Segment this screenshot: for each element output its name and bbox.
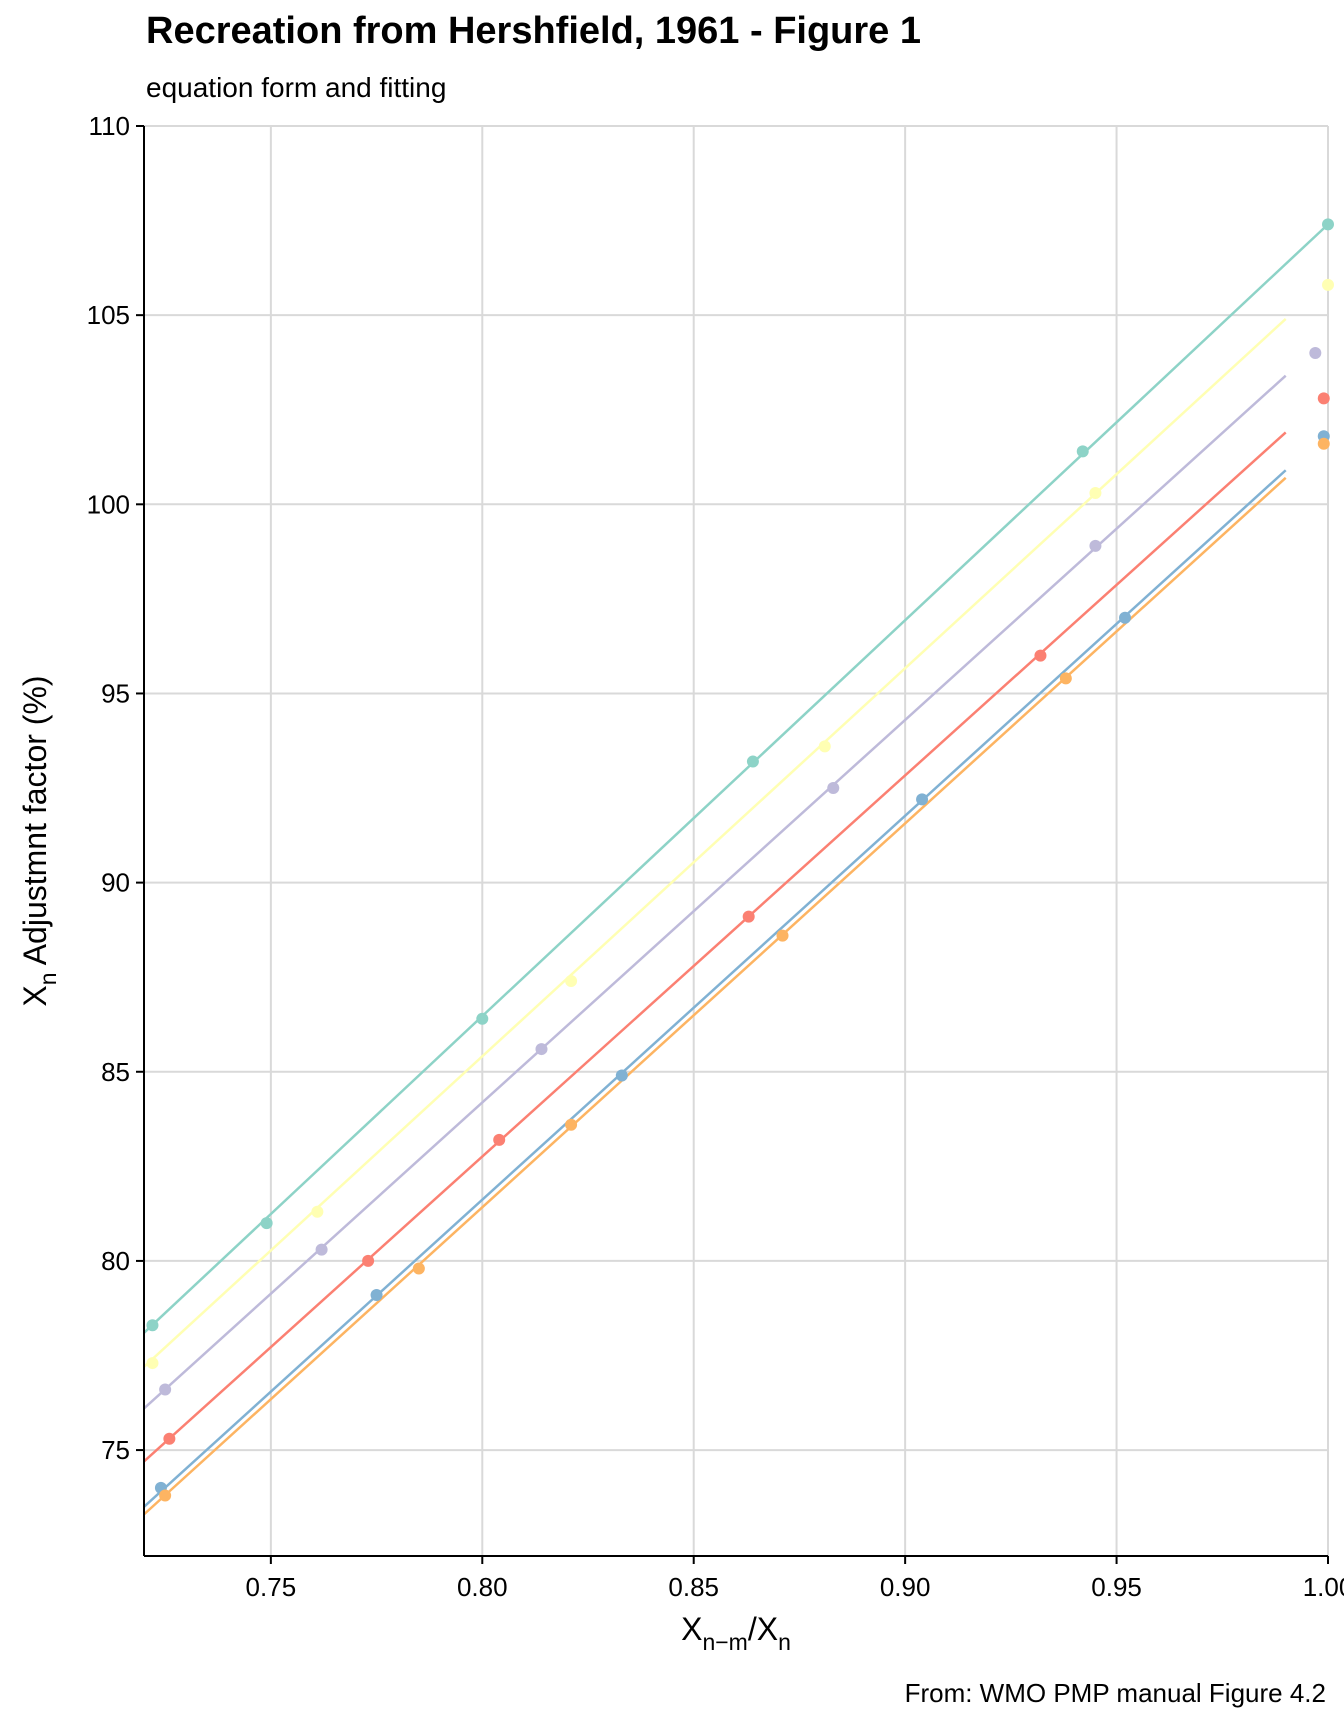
data-point-5-4 xyxy=(1059,672,1072,685)
chart-caption: From: WMO PMP manual Figure 4.2 xyxy=(904,1678,1326,1708)
data-point-2-0 xyxy=(159,1383,172,1396)
data-point-0-4 xyxy=(1076,445,1089,458)
points-layer xyxy=(146,218,1334,1502)
fit-line-0 xyxy=(143,223,1329,1334)
y-tick-label-4: 95 xyxy=(101,678,130,708)
fit-lines-layer xyxy=(143,223,1329,1516)
data-point-0-0 xyxy=(146,1319,159,1332)
data-point-1-3 xyxy=(818,740,831,753)
y-tick-label-0: 75 xyxy=(101,1435,130,1465)
data-point-3-5 xyxy=(1317,392,1330,405)
data-point-3-3 xyxy=(742,910,755,923)
y-tick-label-7: 110 xyxy=(89,111,130,141)
data-point-0-2 xyxy=(476,1012,489,1025)
fit-line-3 xyxy=(143,431,1287,1463)
fit-line-4 xyxy=(143,469,1287,1508)
data-point-4-3 xyxy=(916,793,929,806)
data-point-1-5 xyxy=(1322,278,1334,291)
data-point-2-4 xyxy=(1089,539,1102,552)
data-point-4-1 xyxy=(370,1288,383,1301)
data-point-5-0 xyxy=(159,1489,172,1502)
y-tick-label-1: 80 xyxy=(101,1246,130,1276)
data-point-2-5 xyxy=(1309,346,1322,359)
tick-labels-layer: 0.75 0.80 0.85 0.90 0.95 1.00 75 80 85 90 95 100 105… xyxy=(87,111,1344,1602)
data-point-4-4 xyxy=(1119,611,1132,624)
y-tick-label-5: 100 xyxy=(87,489,130,519)
y-tick-label-3: 90 xyxy=(101,868,130,898)
data-point-3-2 xyxy=(493,1133,506,1146)
data-point-5-5 xyxy=(1317,437,1330,450)
data-point-2-1 xyxy=(315,1243,328,1256)
y-tick-label-6: 105 xyxy=(87,300,130,330)
data-point-2-3 xyxy=(827,782,840,795)
data-point-0-3 xyxy=(746,755,759,768)
data-point-2-2 xyxy=(535,1043,548,1056)
data-point-4-2 xyxy=(615,1069,628,1082)
data-point-1-4 xyxy=(1089,486,1102,499)
y-axis-title: Xn Adjustmnt factor (%) xyxy=(17,675,61,1006)
grid-layer xyxy=(144,125,1329,1556)
data-point-3-0 xyxy=(163,1432,176,1445)
x-tick-label-5: 1.00 xyxy=(1303,1572,1344,1602)
x-tick-label-0: 0.75 xyxy=(246,1572,297,1602)
fit-line-5 xyxy=(143,476,1287,1516)
data-point-1-1 xyxy=(311,1205,324,1218)
data-point-5-3 xyxy=(776,929,789,942)
data-point-0-5 xyxy=(1322,218,1334,231)
chart-title: Recreation from Hershfield, 1961 - Figur… xyxy=(146,10,922,52)
x-tick-label-4: 0.95 xyxy=(1091,1572,1142,1602)
data-point-5-2 xyxy=(565,1118,578,1131)
data-point-3-1 xyxy=(362,1254,375,1267)
x-tick-label-3: 0.90 xyxy=(880,1572,931,1602)
x-tick-label-2: 0.85 xyxy=(668,1572,719,1602)
chart-subtitle: equation form and fitting xyxy=(146,72,447,103)
data-point-1-0 xyxy=(146,1357,159,1370)
data-point-3-4 xyxy=(1034,649,1047,662)
x-axis-title: Xn−m/Xn xyxy=(681,1611,791,1655)
data-point-1-2 xyxy=(565,974,578,987)
y-tick-label-2: 85 xyxy=(101,1057,130,1087)
data-point-0-1 xyxy=(260,1217,273,1230)
data-point-5-1 xyxy=(412,1262,425,1275)
axes-layer xyxy=(136,125,1329,1564)
fit-line-2 xyxy=(143,374,1287,1410)
x-tick-label-1: 0.80 xyxy=(457,1572,508,1602)
